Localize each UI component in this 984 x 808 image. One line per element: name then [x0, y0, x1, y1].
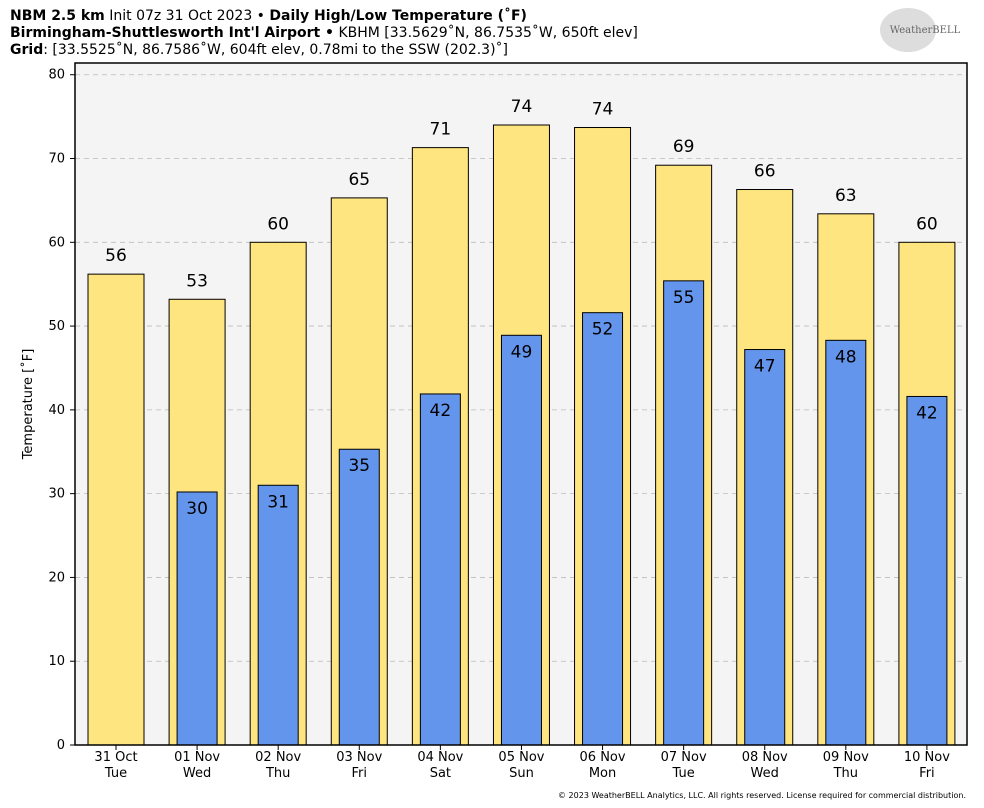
logo: WeatherBELL [890, 25, 961, 36]
y-tick-label: 20 [48, 570, 65, 585]
value-label: 60 [267, 214, 289, 234]
x-tick-label: Fri [919, 766, 935, 781]
value-label: 65 [348, 170, 370, 190]
value-label: 74 [592, 100, 614, 120]
station: KBHM [33.5629˚N, 86.7535˚W, 650ft elev] [338, 24, 637, 41]
bar [500, 334, 542, 746]
grid-label: Grid [10, 42, 43, 58]
x-tick-label: Fri [352, 766, 368, 781]
x-tick-label: 05 Nov [498, 750, 544, 765]
bar [338, 448, 380, 746]
x-tick-label: 04 Nov [417, 750, 463, 765]
x-tick-label: 09 Nov [823, 750, 869, 765]
x-tick-label: Mon [589, 766, 616, 781]
y-tick-label: 0 [57, 738, 65, 753]
bar [87, 273, 145, 746]
x-tick-label: Wed [183, 766, 211, 781]
x-tick-label: Tue [672, 766, 695, 781]
value-label: 42 [430, 401, 452, 421]
x-tick-label: Sat [430, 766, 451, 781]
value-label: 42 [916, 403, 938, 423]
init: Init 07z 31 Oct 2023 • [109, 8, 265, 24]
x-tick-label: Tue [104, 766, 127, 781]
value-label: 56 [105, 246, 127, 266]
value-label: 47 [754, 357, 776, 377]
bar [906, 395, 948, 746]
value-label: 74 [511, 97, 533, 117]
logo-mark [880, 8, 936, 52]
value-label: 31 [267, 492, 289, 512]
plot-frame [74, 62, 968, 746]
value-label: 30 [186, 499, 208, 519]
chart-title: Daily High/Low Temperature (˚F) [269, 7, 527, 24]
x-tick-label: 07 Nov [661, 750, 707, 765]
y-tick-label: 40 [48, 403, 65, 418]
y-tick-label: 60 [48, 235, 65, 250]
value-label: 35 [348, 456, 370, 476]
x-tick-label: Wed [751, 766, 779, 781]
y-axis-label: Temperature [˚F] [20, 349, 36, 461]
bar [744, 349, 786, 746]
x-tick-label: Thu [833, 766, 858, 781]
x-tick-label: 31 Oct [94, 750, 137, 765]
value-label: 52 [592, 320, 614, 340]
x-tick-label: Thu [265, 766, 290, 781]
grid-info: : [33.5525˚N, 86.7586˚W, 604ft elev, 0.7… [43, 41, 508, 58]
bar [825, 339, 867, 746]
y-tick-label: 50 [48, 319, 65, 334]
x-tick-label: 08 Nov [742, 750, 788, 765]
value-label: 49 [511, 342, 533, 362]
x-tick-label: 02 Nov [255, 750, 301, 765]
bar [176, 491, 218, 746]
x-tick-label: 03 Nov [336, 750, 382, 765]
copyright: © 2023 WeatherBELL Analytics, LLC. All r… [558, 791, 966, 800]
bar [257, 484, 299, 746]
location: Birmingham-Shuttlesworth Int'l Airport • [10, 25, 334, 41]
header-line-1: NBM 2.5 km Init 07z 31 Oct 2023 • Daily … [10, 7, 527, 24]
value-label: 71 [430, 120, 452, 140]
y-tick-label: 10 [48, 654, 65, 669]
y-tick-label: 30 [48, 487, 65, 502]
x-tick-label: 10 Nov [904, 750, 950, 765]
x-tick-label: 06 Nov [580, 750, 626, 765]
y-tick-label: 70 [48, 152, 65, 167]
value-label: 53 [186, 271, 208, 291]
header-line-2: Birmingham-Shuttlesworth Int'l Airport •… [10, 24, 638, 41]
header-line-3: Grid: [33.5525˚N, 86.7586˚W, 604ft elev,… [10, 41, 508, 58]
value-label: 60 [916, 214, 938, 234]
bar [582, 312, 624, 746]
value-label: 55 [673, 288, 695, 308]
bar [663, 280, 705, 746]
y-tick-label: 80 [48, 68, 65, 83]
value-label: 48 [835, 347, 857, 367]
value-label: 69 [673, 137, 695, 157]
x-tick-label: Sun [509, 766, 534, 781]
model: NBM 2.5 km [10, 8, 105, 24]
value-label: 66 [754, 162, 776, 182]
x-tick-label: 01 Nov [174, 750, 220, 765]
bar [419, 393, 461, 746]
value-label: 63 [835, 186, 857, 206]
